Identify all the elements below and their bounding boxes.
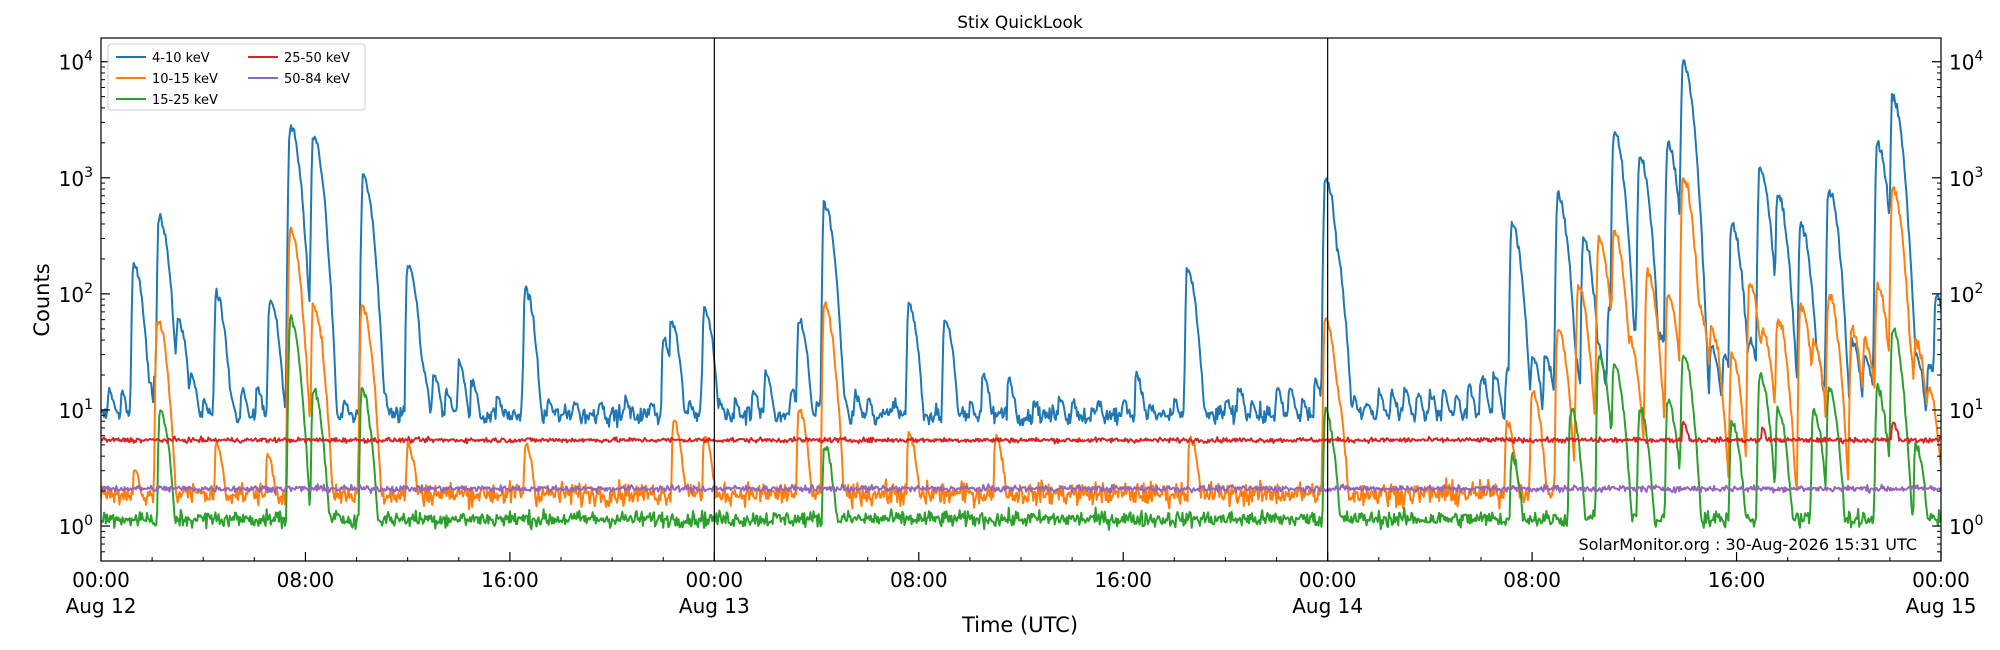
x-tick-label: 00:00	[1912, 568, 1970, 592]
legend-label: 25-50 keV	[284, 51, 350, 66]
series-layer	[101, 59, 1941, 531]
y-tick-label: 103	[1949, 165, 1983, 191]
x-tick-label: 16:00	[1708, 568, 1766, 592]
x-tick-label: 00:00	[686, 568, 744, 592]
y-tick-label: 103	[59, 165, 93, 191]
x-tick-label: 16:00	[481, 568, 539, 592]
y-axis-ticks-left: 100 101 102 103 104	[59, 49, 110, 562]
y-tick-label: 102	[59, 281, 93, 307]
y-tick-label: 101	[1949, 397, 1983, 423]
day-boundary-layer	[713, 38, 1329, 561]
y-axis-label: Counts	[30, 263, 54, 336]
y-tick-label: 104	[59, 49, 93, 75]
y-tick-label: 104	[1949, 49, 1983, 75]
x-tick-date-label: Aug 15	[1906, 594, 1977, 618]
legend-label: 10-15 keV	[152, 72, 218, 87]
series-line-4-10-kev	[101, 59, 1941, 429]
x-tick-date-label: Aug 13	[679, 594, 750, 618]
x-tick-label: 00:00	[72, 568, 130, 592]
x-tick-date-label: Aug 14	[1292, 594, 1363, 618]
series-line-25-50-kev	[101, 420, 1941, 445]
legend-label: 50-84 keV	[284, 72, 350, 87]
series-line-15-25-kev	[101, 314, 1941, 531]
series-line-50-84-kev	[101, 483, 1941, 494]
y-tick-label: 100	[1949, 513, 1983, 539]
y-tick-label: 100	[59, 513, 93, 539]
legend: 4-10 keV 10-15 keV 15-25 keV 25-50 keV 50-84…	[107, 43, 366, 111]
chart-title: Stix QuickLook	[957, 13, 1083, 33]
legend-label: 15-25 keV	[152, 93, 218, 108]
x-tick-label: 16:00	[1094, 568, 1152, 592]
x-tick-label: 08:00	[890, 568, 948, 592]
timestamp-annotation: SolarMonitor.org : 30-Aug-2026 15:31 UTC	[1578, 535, 1917, 554]
x-tick-date-label: Aug 12	[66, 594, 137, 618]
x-axis-label: Time (UTC)	[961, 613, 1078, 637]
legend-label: 4-10 keV	[152, 51, 210, 66]
x-tick-label: 00:00	[1299, 568, 1357, 592]
x-tick-label: 08:00	[277, 568, 335, 592]
y-tick-label: 102	[1949, 281, 1983, 307]
y-tick-label: 101	[59, 397, 93, 423]
y-axis-ticks-right: 100 101 102 103 104	[1932, 49, 1983, 562]
x-tick-label: 08:00	[1503, 568, 1561, 592]
legend-box	[107, 43, 366, 111]
